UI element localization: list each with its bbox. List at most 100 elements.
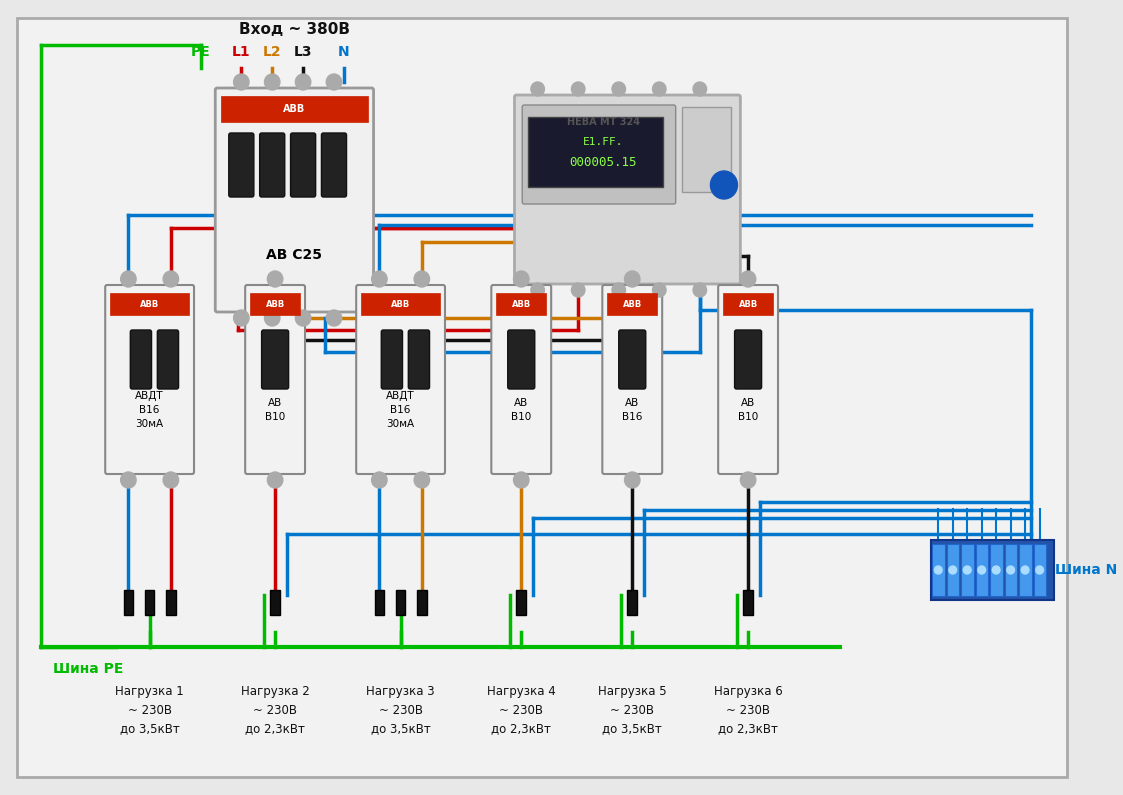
- FancyBboxPatch shape: [409, 330, 429, 389]
- Bar: [628, 590, 637, 615]
- Text: L2: L2: [263, 45, 282, 59]
- Text: АВ
В10: АВ В10: [738, 398, 758, 422]
- Circle shape: [978, 566, 986, 574]
- Text: НЕВА МТ 324: НЕВА МТ 324: [567, 117, 640, 127]
- Circle shape: [624, 271, 640, 287]
- Bar: [110, 293, 189, 315]
- Circle shape: [612, 82, 626, 96]
- Circle shape: [372, 271, 387, 287]
- Circle shape: [1021, 566, 1029, 574]
- FancyBboxPatch shape: [492, 285, 551, 474]
- FancyBboxPatch shape: [602, 285, 663, 474]
- Circle shape: [513, 472, 529, 488]
- FancyBboxPatch shape: [229, 133, 254, 197]
- Circle shape: [531, 82, 545, 96]
- Text: ABB: ABB: [391, 300, 410, 308]
- FancyBboxPatch shape: [245, 285, 305, 474]
- Bar: [990, 544, 1003, 596]
- Circle shape: [1007, 566, 1014, 574]
- Bar: [528, 117, 664, 187]
- Circle shape: [414, 472, 429, 488]
- Text: АВДТ
В16
30мА: АВДТ В16 30мА: [135, 391, 164, 429]
- Circle shape: [234, 74, 249, 90]
- Text: Нагрузка 5
~ 230В
до 3,5кВт: Нагрузка 5 ~ 230В до 3,5кВт: [597, 684, 667, 735]
- Text: АВ
В10: АВ В10: [265, 398, 285, 422]
- Text: Вход ~ 380В: Вход ~ 380В: [239, 22, 350, 37]
- Bar: [931, 540, 1054, 600]
- Text: АВ С25: АВ С25: [266, 248, 322, 262]
- Circle shape: [163, 472, 179, 488]
- FancyBboxPatch shape: [508, 330, 535, 389]
- Circle shape: [267, 271, 283, 287]
- Circle shape: [234, 310, 249, 326]
- Text: Нагрузка 1
~ 230В
до 3,5кВт: Нагрузка 1 ~ 230В до 3,5кВт: [116, 684, 184, 735]
- Bar: [1005, 544, 1017, 596]
- Bar: [932, 544, 944, 596]
- Bar: [360, 293, 440, 315]
- Circle shape: [652, 283, 666, 297]
- Bar: [723, 293, 773, 315]
- Circle shape: [740, 271, 756, 287]
- Bar: [961, 544, 974, 596]
- Circle shape: [693, 82, 706, 96]
- Circle shape: [267, 472, 283, 488]
- Text: ABB: ABB: [512, 300, 531, 308]
- Bar: [1034, 544, 1047, 596]
- Bar: [496, 293, 547, 315]
- Text: Нагрузка 3
~ 230В
до 3,5кВт: Нагрузка 3 ~ 230В до 3,5кВт: [366, 684, 435, 735]
- Text: АВ
В10: АВ В10: [511, 398, 531, 422]
- Circle shape: [265, 74, 280, 90]
- Text: PE: PE: [191, 45, 211, 59]
- FancyBboxPatch shape: [291, 133, 316, 197]
- FancyBboxPatch shape: [382, 330, 402, 389]
- Circle shape: [1035, 566, 1043, 574]
- Text: N: N: [338, 45, 349, 59]
- Circle shape: [693, 283, 706, 297]
- Circle shape: [513, 271, 529, 287]
- Circle shape: [265, 310, 280, 326]
- Bar: [221, 96, 367, 122]
- Text: ABB: ABB: [739, 300, 758, 308]
- Circle shape: [295, 74, 311, 90]
- Text: АВ
В16: АВ В16: [622, 398, 642, 422]
- Text: ABB: ABB: [283, 104, 305, 114]
- Circle shape: [372, 472, 387, 488]
- Text: АВДТ
В16
30мА: АВДТ В16 30мА: [386, 391, 414, 429]
- Bar: [743, 590, 752, 615]
- Circle shape: [740, 472, 756, 488]
- Bar: [395, 590, 405, 615]
- Circle shape: [572, 283, 585, 297]
- Circle shape: [327, 310, 341, 326]
- Circle shape: [612, 283, 626, 297]
- FancyBboxPatch shape: [259, 133, 285, 197]
- Text: L1: L1: [232, 45, 250, 59]
- FancyBboxPatch shape: [321, 133, 347, 197]
- Circle shape: [295, 310, 311, 326]
- FancyBboxPatch shape: [106, 285, 194, 474]
- FancyBboxPatch shape: [130, 330, 152, 389]
- Text: Нагрузка 4
~ 230В
до 2,3кВт: Нагрузка 4 ~ 230В до 2,3кВт: [487, 684, 556, 735]
- Circle shape: [414, 271, 429, 287]
- FancyBboxPatch shape: [734, 330, 761, 389]
- Circle shape: [163, 271, 179, 287]
- Text: Нагрузка 6
~ 230В
до 2,3кВт: Нагрузка 6 ~ 230В до 2,3кВт: [714, 684, 783, 735]
- Circle shape: [327, 74, 341, 90]
- Bar: [1020, 544, 1032, 596]
- Bar: [375, 590, 384, 615]
- Circle shape: [934, 566, 942, 574]
- Text: Шина РЕ: Шина РЕ: [53, 662, 124, 676]
- Circle shape: [652, 82, 666, 96]
- Text: 000005.15: 000005.15: [569, 156, 637, 169]
- Bar: [271, 590, 280, 615]
- Circle shape: [949, 566, 957, 574]
- Circle shape: [531, 283, 545, 297]
- Bar: [976, 544, 988, 596]
- Text: ABB: ABB: [265, 300, 285, 308]
- Bar: [124, 590, 134, 615]
- Circle shape: [964, 566, 971, 574]
- Circle shape: [120, 271, 136, 287]
- Bar: [250, 293, 300, 315]
- Text: Нагрузка 2
~ 230В
до 2,3кВт: Нагрузка 2 ~ 230В до 2,3кВт: [240, 684, 310, 735]
- Text: L3: L3: [294, 45, 312, 59]
- Text: E1.FF.: E1.FF.: [583, 137, 623, 147]
